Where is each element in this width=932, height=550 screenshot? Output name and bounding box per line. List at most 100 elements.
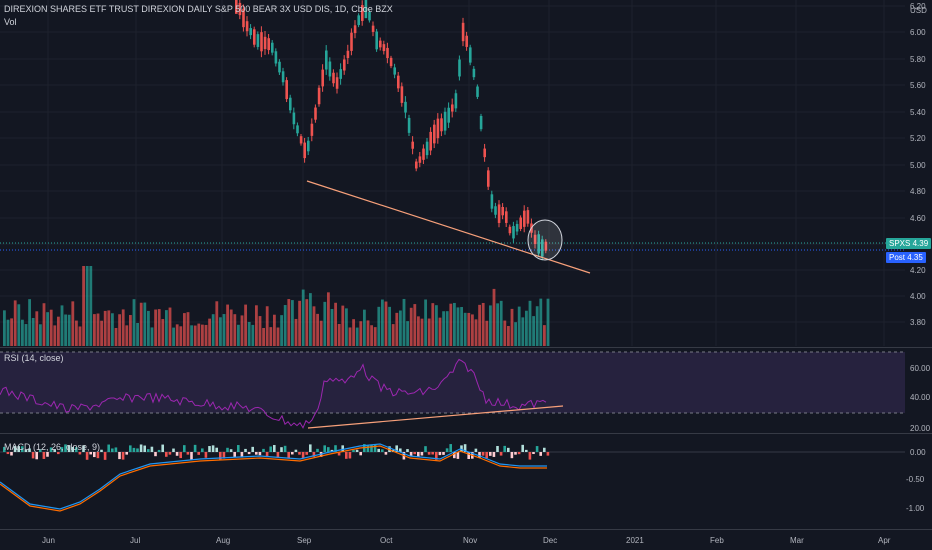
macd-histogram-bar [46, 452, 49, 457]
volume-bar [6, 319, 10, 346]
volume-bar [291, 300, 294, 346]
macd-histogram-bar [13, 446, 17, 452]
macd-histogram-bar [183, 445, 186, 452]
volume-bar [193, 325, 197, 346]
macd-chart[interactable] [0, 434, 932, 528]
price-candle [515, 220, 519, 236]
macd-histogram-bar [287, 452, 290, 459]
macd-histogram-bar [71, 446, 74, 452]
price-candle [343, 55, 346, 75]
volume-bar [532, 316, 535, 346]
volume-bar [345, 308, 348, 346]
volume-bar [67, 314, 71, 346]
volume-bar [503, 320, 507, 346]
price-candle [386, 42, 389, 64]
price-candle [541, 235, 544, 261]
pane-separator[interactable] [0, 347, 932, 348]
macd-histogram-bar [510, 452, 514, 459]
macd-histogram-bar [150, 446, 154, 452]
time-tick-label: Jun [42, 536, 55, 545]
volume-bar [60, 305, 64, 346]
price-candle [544, 239, 548, 254]
rsi-chart[interactable] [0, 348, 932, 432]
price-candle [451, 98, 454, 118]
volume-bar [107, 310, 111, 346]
time-axis[interactable]: Jun Jul Aug Sep Oct Nov Dec 2021 Feb Mar Apr [0, 530, 932, 550]
volume-bar [85, 266, 89, 346]
macd-histogram-bar [39, 449, 42, 452]
price-candle [407, 114, 411, 136]
price-candle [303, 137, 306, 163]
volume-bar [420, 318, 424, 346]
macd-tick-neg100: -1.00 [906, 504, 925, 513]
macd-tick-neg050: -0.50 [906, 475, 925, 484]
macd-histogram-bar [460, 445, 463, 452]
price-candle [454, 89, 458, 112]
price-candle [375, 28, 378, 52]
price-candle [249, 24, 252, 40]
volume-bar [496, 303, 499, 346]
volume-bar [377, 306, 381, 346]
macd-histogram-bar [478, 452, 481, 458]
price-candle [350, 28, 353, 56]
macd-histogram-bar [118, 452, 121, 460]
volume-bar [319, 320, 323, 346]
volume-bar [75, 320, 78, 346]
macd-histogram-bar [395, 445, 398, 452]
volume-bar [161, 319, 165, 346]
macd-pane[interactable]: MACD (12, 26, close, 9) 0.00 -0.50 -1.00 [0, 434, 932, 528]
volume-bar [309, 293, 312, 346]
volume-bar [514, 322, 517, 346]
macd-histogram-bar [294, 449, 298, 452]
macd-histogram-bar [543, 447, 546, 452]
price-pane[interactable]: DIREXION SHARES ETF TRUST DIREXION DAILY… [0, 0, 932, 346]
macd-histogram-bar [525, 449, 528, 452]
macd-histogram-bar [499, 452, 503, 456]
price-chart[interactable] [0, 0, 932, 346]
price-tick-label: 4.00 [910, 292, 926, 301]
pane-separator[interactable] [0, 433, 932, 434]
volume-bar [139, 302, 143, 346]
macd-histogram-bar [348, 452, 352, 459]
volume-bar [168, 307, 172, 346]
volume-bar [143, 302, 147, 346]
price-axis[interactable]: 6.206.005.805.605.405.205.004.804.604.40… [906, 0, 932, 346]
macd-histogram-bar [276, 452, 280, 458]
price-tick-label: 4.60 [910, 214, 926, 223]
volume-bar [211, 314, 215, 346]
macd-histogram-bar [121, 452, 125, 460]
volume-bar [100, 320, 103, 346]
price-candle [364, 0, 368, 19]
macd-histogram-bar [489, 452, 492, 456]
macd-histogram-bar [3, 446, 6, 452]
volume-bar [453, 302, 456, 346]
macd-histogram-bar [427, 452, 431, 455]
volume-bar [474, 319, 478, 346]
macd-histogram-bar [467, 452, 470, 460]
price-candle [353, 20, 357, 39]
macd-histogram-bar [208, 446, 211, 452]
price-candle [346, 44, 350, 64]
rsi-pane[interactable]: RSI (14, close) 60.00 40.00 20.00 [0, 348, 932, 433]
price-candle [314, 104, 317, 123]
price-tick-label: 5.20 [910, 134, 926, 143]
macd-histogram-bar [327, 447, 330, 452]
macd-histogram-bar [399, 448, 402, 452]
macd-histogram-bar [211, 445, 215, 452]
price-tick-label: 5.00 [910, 161, 926, 170]
macd-histogram-bar [449, 444, 452, 452]
volume-bar [57, 316, 60, 346]
macd-histogram-bar [147, 449, 150, 452]
macd-histogram-bar [165, 452, 168, 457]
volume-bar [363, 309, 366, 346]
macd-histogram-bar [492, 452, 496, 457]
volume-bar [305, 299, 309, 346]
price-tick-label: 5.40 [910, 108, 926, 117]
macd-title: MACD (12, 26, close, 9) [4, 442, 101, 452]
time-tick-label: Mar [790, 536, 804, 545]
volume-bar [525, 310, 528, 346]
macd-histogram-bar [330, 449, 334, 452]
volume-bar [535, 306, 539, 346]
price-candle [512, 221, 515, 243]
rsi-tick-20: 20.00 [910, 424, 931, 433]
